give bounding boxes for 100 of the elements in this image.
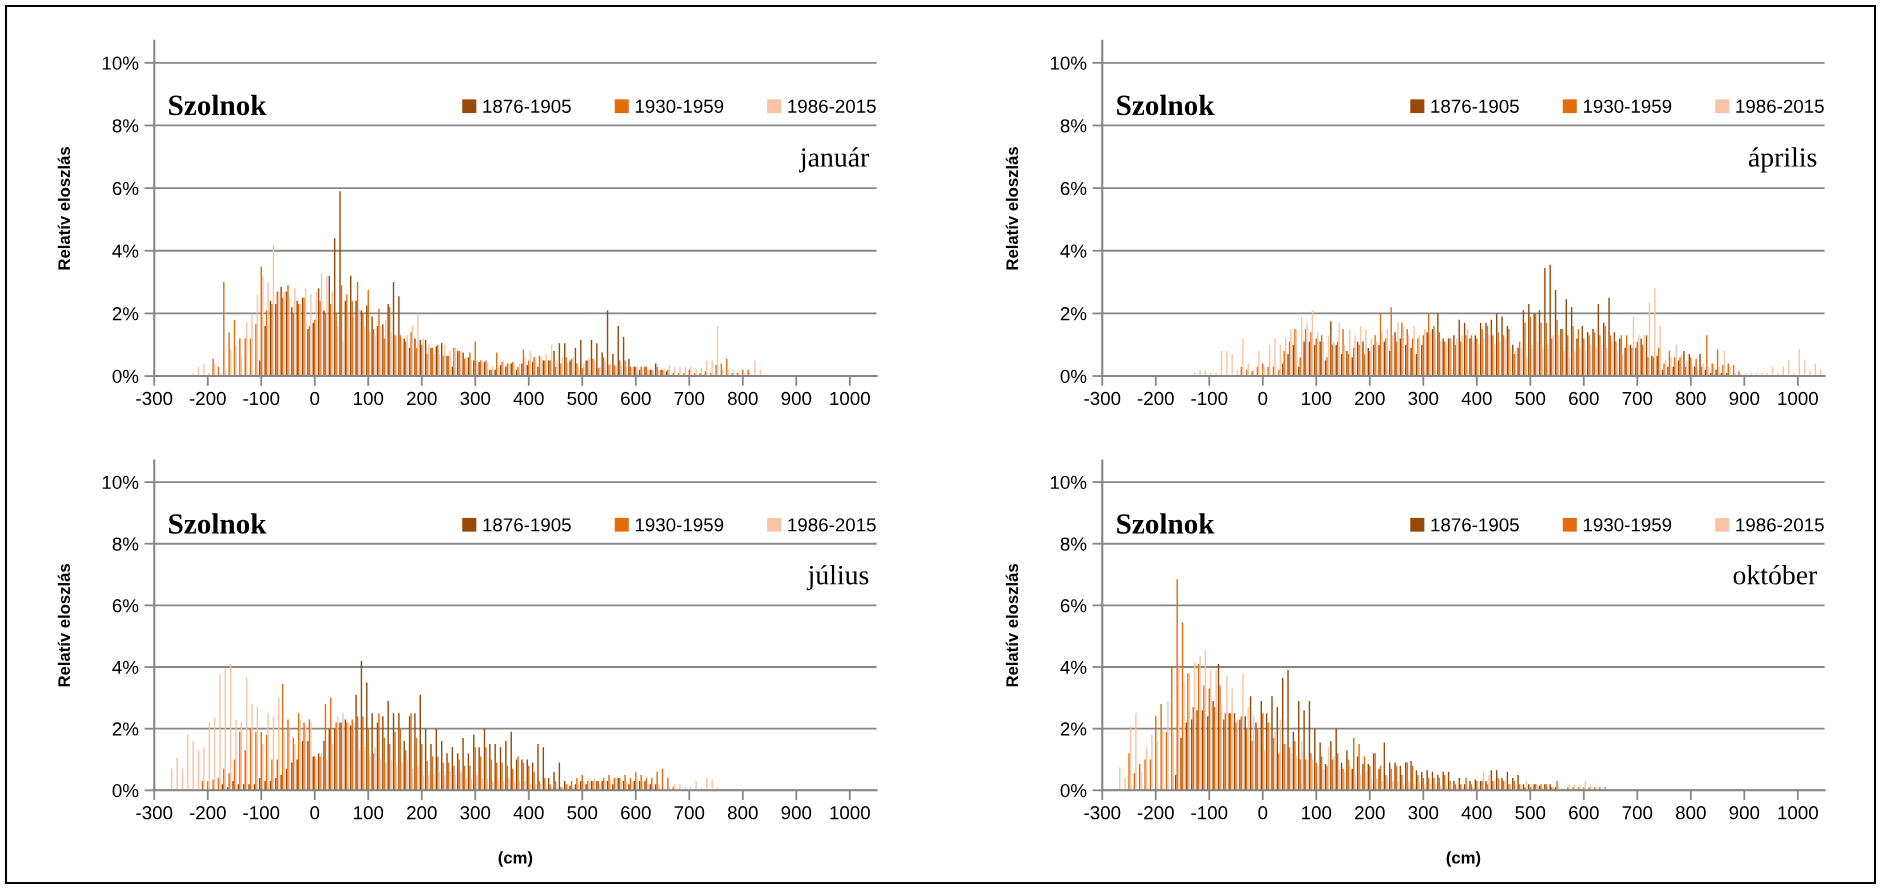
x-tick-label: 100 — [1302, 391, 1332, 406]
x-tick-label: -200 — [1137, 391, 1174, 406]
y-tick-label: 8% — [1060, 537, 1087, 551]
x-tick-label: 700 — [1622, 391, 1653, 406]
x-tick-label: 400 — [1461, 391, 1492, 406]
y-tick-label: 8% — [112, 537, 139, 551]
x-tick-label: -100 — [243, 806, 280, 820]
x-tick-label: 800 — [727, 391, 758, 406]
legend-label: 1930-1959 — [635, 518, 724, 532]
legend-label: 1986-2015 — [788, 99, 876, 113]
x-tick-label: 300 — [1408, 391, 1439, 406]
x-tick-label: 500 — [1515, 806, 1546, 820]
y-tick-label: 6% — [1060, 599, 1087, 613]
x-tick-label: -200 — [189, 806, 226, 820]
text: Szolnok — [1117, 94, 1215, 116]
x-tick-label: 400 — [1461, 806, 1492, 820]
x-tick-label: -300 — [136, 391, 173, 406]
y-tick-label: 6% — [1060, 181, 1087, 196]
y-tick-label: 4% — [1060, 660, 1087, 674]
y-axis-title: Relatív eloszlás — [57, 564, 71, 687]
x-tick-label: 800 — [1675, 806, 1706, 820]
y-tick-label: 0% — [1060, 369, 1087, 384]
y-tick-label: 2% — [1060, 307, 1087, 321]
x-tick-label: -100 — [243, 391, 280, 406]
x-tick-label: -300 — [1084, 806, 1121, 820]
legend-label: 1876-1905 — [1431, 99, 1519, 113]
y-tick-label: 0% — [1060, 784, 1087, 798]
text: január — [799, 147, 870, 173]
y-tick-label: 2% — [112, 722, 139, 736]
y-tick-label: 10% — [1050, 475, 1087, 490]
x-tick-label: -100 — [1191, 806, 1228, 820]
x-tick-label: -300 — [1084, 391, 1121, 406]
x-tick-label: 300 — [1408, 806, 1439, 820]
x-tick-label: 500 — [567, 391, 598, 406]
x-tick-label: 200 — [407, 806, 437, 820]
text: Szolnok — [1117, 513, 1215, 534]
x-tick-label: 800 — [727, 806, 758, 820]
legend-label: 1930-1959 — [1583, 99, 1672, 113]
x-tick-label: 800 — [1675, 391, 1706, 406]
x-tick-label: 700 — [674, 391, 705, 406]
x-tick-label: 600 — [621, 806, 651, 820]
x-tick-label: 900 — [1729, 391, 1760, 406]
y-tick-label: 4% — [1060, 244, 1087, 258]
legend-label: 1930-1959 — [1583, 518, 1672, 532]
x-tick-label: 1000 — [830, 391, 870, 406]
x-tick-label: 700 — [674, 806, 705, 820]
legend-label: 1986-2015 — [788, 518, 876, 532]
x-tick-label: 100 — [354, 806, 384, 820]
x-tick-label: -300 — [136, 806, 173, 820]
legend-label: 1876-1905 — [1431, 518, 1519, 532]
text: Szolnok — [169, 94, 267, 116]
text: július — [806, 564, 869, 591]
text: október — [1733, 564, 1818, 585]
x-tick-label: 1000 — [1778, 391, 1818, 406]
x-tick-label: 600 — [1569, 806, 1599, 820]
x-tick-label: 0 — [1258, 806, 1268, 820]
x-tick-label: 300 — [460, 806, 491, 820]
legend-label: 1986-2015 — [1736, 99, 1824, 113]
legend-label: 1876-1905 — [483, 518, 571, 532]
y-tick-label: 8% — [112, 119, 139, 133]
y-tick-label: 8% — [1060, 119, 1087, 133]
y-tick-label: 2% — [1060, 722, 1087, 736]
x-tick-label: 900 — [781, 806, 812, 820]
y-tick-label: 10% — [1050, 56, 1087, 70]
x-tick-label: -200 — [189, 391, 226, 406]
text: április — [1748, 147, 1817, 173]
y-tick-label: 0% — [112, 369, 139, 384]
y-tick-label: 2% — [112, 307, 139, 321]
x-tick-label: 700 — [1622, 806, 1653, 820]
x-tick-label: -100 — [1191, 391, 1228, 406]
x-tick-label: 400 — [513, 391, 544, 406]
y-axis-title: Relatív eloszlás — [1005, 147, 1019, 270]
x-tick-label: 0 — [310, 806, 320, 820]
x-tick-label: 200 — [407, 391, 437, 406]
y-tick-label: 6% — [112, 181, 139, 196]
x-tick-label: 500 — [567, 806, 598, 820]
x-tick-label: 200 — [1355, 391, 1385, 406]
x-tick-label: -200 — [1137, 806, 1174, 820]
x-tick-label: 600 — [621, 391, 651, 406]
x-tick-label: 100 — [354, 391, 384, 406]
x-tick-label: 500 — [1515, 391, 1546, 406]
legend-label: 1986-2015 — [1736, 518, 1824, 532]
x-tick-label: 1000 — [1778, 806, 1818, 820]
x-tick-label: 600 — [1569, 391, 1599, 406]
x-tick-label: 400 — [513, 806, 544, 820]
x-tick-label: 100 — [1302, 806, 1332, 820]
y-axis-title: Relatív eloszlás — [1005, 564, 1019, 687]
legend-label: 1876-1905 — [483, 99, 571, 113]
x-tick-label: 900 — [1729, 806, 1760, 820]
x-tick-label: 200 — [1355, 806, 1385, 820]
y-tick-label: 6% — [112, 599, 139, 613]
x-axis-title: (cm) — [498, 851, 533, 867]
x-axis-title: (cm) — [1446, 851, 1481, 867]
legend-label: 1930-1959 — [635, 99, 724, 113]
text: Szolnok — [169, 513, 267, 534]
x-tick-label: 300 — [460, 391, 491, 406]
y-tick-label: 4% — [112, 660, 139, 674]
x-tick-label: 900 — [781, 391, 812, 406]
y-axis-title: Relatív eloszlás — [57, 147, 71, 270]
x-tick-label: 1000 — [830, 806, 870, 820]
